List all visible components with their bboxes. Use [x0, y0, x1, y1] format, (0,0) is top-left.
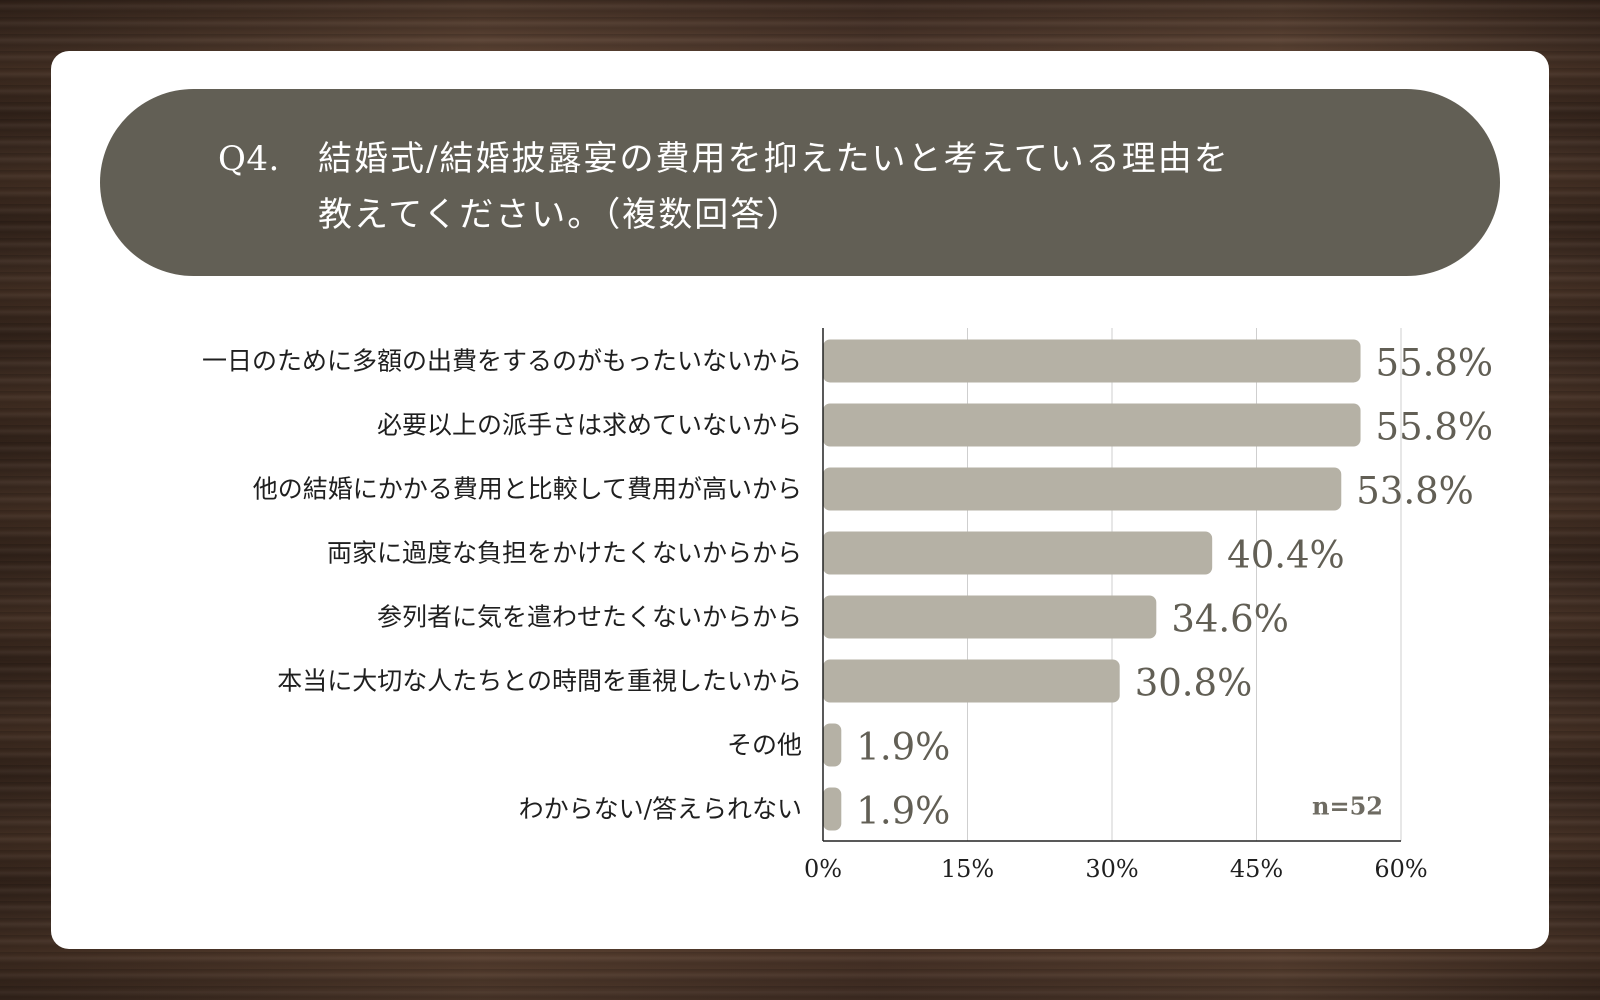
bar — [823, 659, 1120, 703]
x-tick-label: 45% — [1230, 855, 1283, 883]
data-label: 1.9% — [856, 790, 950, 833]
x-tick-label: 0% — [804, 855, 842, 883]
category-label: 必要以上の派手さは求めていないから — [377, 411, 802, 440]
category-label: 一日のために多額の出費をするのがもったいないから — [202, 347, 802, 376]
question-text-line-1: 結婚式/結婚披露宴の費用を抑えたいと考えている理由を — [318, 139, 1230, 179]
question-text-line-2: 教えてください。（複数回答） — [318, 195, 803, 235]
data-label: 55.8% — [1376, 406, 1494, 449]
data-label: 53.8% — [1356, 470, 1474, 513]
x-tick-label: 60% — [1374, 855, 1427, 883]
category-label: 他の結婚にかかる費用と比較して費用が高いから — [253, 475, 802, 504]
bar — [823, 403, 1361, 447]
data-label: 40.4% — [1227, 534, 1345, 577]
question-text: 結婚式/結婚披露宴の費用を抑えたいと考えている理由を 教えてください。（複数回答… — [318, 131, 1230, 243]
bar — [823, 339, 1361, 383]
category-label: わからない/答えられない — [519, 795, 802, 824]
x-tick-label: 30% — [1085, 855, 1138, 883]
data-label: 34.6% — [1171, 598, 1289, 641]
category-label: 本当に大切な人たちとの時間を重視したいから — [277, 667, 802, 696]
bar — [823, 531, 1213, 575]
data-label: 55.8% — [1376, 342, 1494, 385]
bar — [823, 595, 1157, 639]
data-label: 1.9% — [856, 726, 950, 769]
question-number: Q4. — [218, 139, 280, 179]
x-tick-label: 15% — [941, 855, 994, 883]
sample-size-note: n=52 — [1312, 792, 1383, 821]
category-label: 参列者に気を遣わせたくないからから — [377, 603, 802, 632]
category-label: その他 — [727, 731, 802, 760]
bar — [823, 723, 842, 767]
bar — [823, 467, 1342, 511]
category-label: 両家に過度な負担をかけたくないからから — [327, 539, 802, 568]
question-banner: Q4. 結婚式/結婚披露宴の費用を抑えたいと考えている理由を 教えてください。（… — [100, 89, 1500, 276]
bar — [823, 787, 842, 831]
data-label: 30.8% — [1135, 662, 1253, 705]
